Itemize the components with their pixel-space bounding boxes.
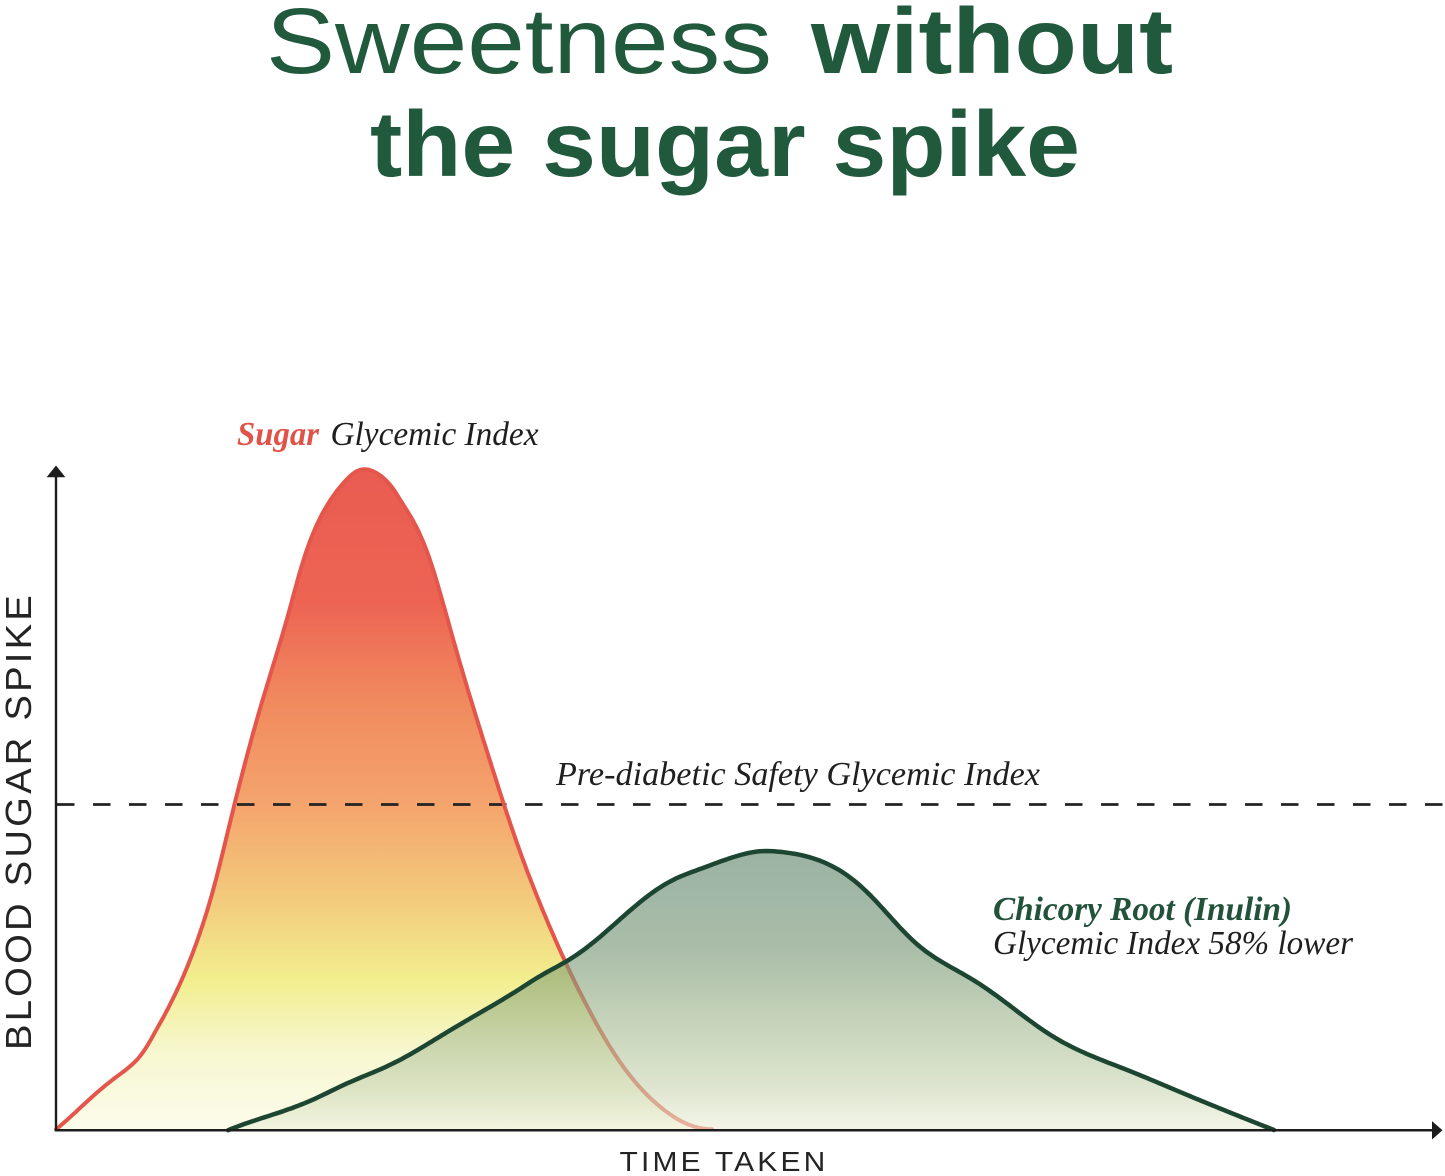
svg-text:Pre-diabetic Safety Glycemic I: Pre-diabetic Safety Glycemic Index <box>555 756 1040 793</box>
svg-text:Sugar: Sugar <box>237 416 320 453</box>
svg-text:Chicory Root (Inulin): Chicory Root (Inulin) <box>993 891 1292 928</box>
svg-text:Glycemic Index 58% lower: Glycemic Index 58% lower <box>993 925 1354 962</box>
svg-text:Glycemic Index: Glycemic Index <box>331 416 539 453</box>
svg-text:Sweetness: Sweetness <box>266 0 772 93</box>
svg-text:TIME TAKEN: TIME TAKEN <box>620 1146 829 1176</box>
svg-text:BLOOD SUGAR SPIKE: BLOOD SUGAR SPIKE <box>0 592 39 1050</box>
svg-text:without: without <box>810 0 1173 93</box>
svg-text:the sugar spike: the sugar spike <box>370 92 1080 196</box>
